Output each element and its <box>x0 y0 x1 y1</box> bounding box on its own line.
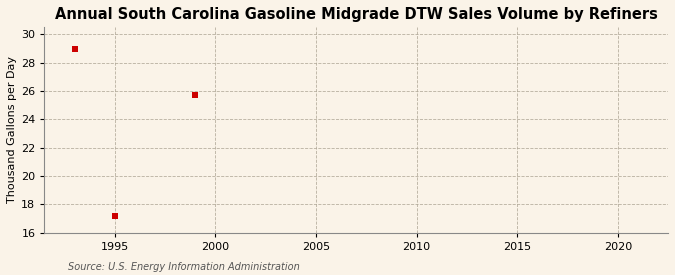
Title: Annual South Carolina Gasoline Midgrade DTW Sales Volume by Refiners: Annual South Carolina Gasoline Midgrade … <box>55 7 657 22</box>
Y-axis label: Thousand Gallons per Day: Thousand Gallons per Day <box>7 56 17 204</box>
Point <box>190 93 200 97</box>
Text: Source: U.S. Energy Information Administration: Source: U.S. Energy Information Administ… <box>68 262 299 272</box>
Point <box>109 213 120 218</box>
Point <box>69 46 80 51</box>
